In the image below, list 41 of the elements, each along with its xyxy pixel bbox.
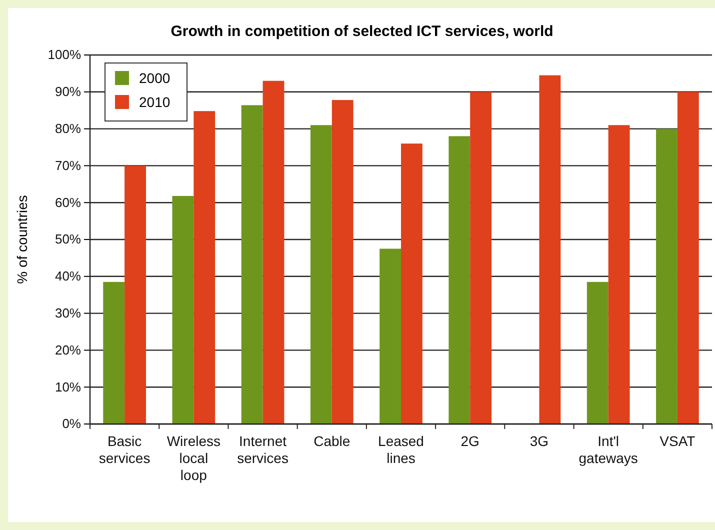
bar <box>380 248 401 424</box>
x-tick-label: Basic services <box>98 433 150 466</box>
y-tick-label: 50% <box>54 232 82 247</box>
y-tick-label: 100% <box>48 47 82 62</box>
bar <box>401 144 422 424</box>
bar <box>194 111 216 424</box>
x-tick-label: 2G <box>460 433 480 449</box>
bar <box>241 105 263 424</box>
y-tick-label: 0% <box>62 416 82 432</box>
bar <box>470 92 492 424</box>
bar <box>539 75 561 424</box>
y-tick-label: 60% <box>54 194 82 210</box>
bar <box>124 166 146 424</box>
bar <box>586 282 608 424</box>
legend-label: 2010 <box>139 94 170 110</box>
bar <box>310 125 332 424</box>
x-tick-label: Wireless local loop <box>166 433 221 483</box>
bar <box>262 80 284 424</box>
legend-label: 2000 <box>139 70 170 86</box>
x-tick-label: Internet services <box>237 433 288 466</box>
bar <box>608 125 630 424</box>
y-tick-label: 20% <box>54 342 82 358</box>
y-tick-label: 80% <box>54 120 82 136</box>
bar <box>103 282 125 424</box>
bar <box>656 128 678 424</box>
y-axis-title: % of countries <box>14 195 30 284</box>
bar <box>172 196 194 424</box>
x-tick-label: Leased lines <box>378 433 424 466</box>
x-tick-label: 3G <box>530 433 549 449</box>
bar <box>448 136 470 424</box>
y-tick-label: 30% <box>54 305 82 320</box>
y-tick-label: 40% <box>54 268 82 284</box>
bar <box>332 100 354 424</box>
x-tick-label: VSAT <box>660 433 696 449</box>
x-tick-label: Int'l gateways <box>578 433 638 466</box>
y-tick-label: 10% <box>54 379 82 394</box>
bar <box>677 92 699 424</box>
x-tick-label: Cable <box>314 433 350 449</box>
y-tick-label: 90% <box>54 84 82 100</box>
chart-title: Growth in competition of selected ICT services, world <box>170 23 554 40</box>
y-tick-label: 70% <box>54 158 82 173</box>
